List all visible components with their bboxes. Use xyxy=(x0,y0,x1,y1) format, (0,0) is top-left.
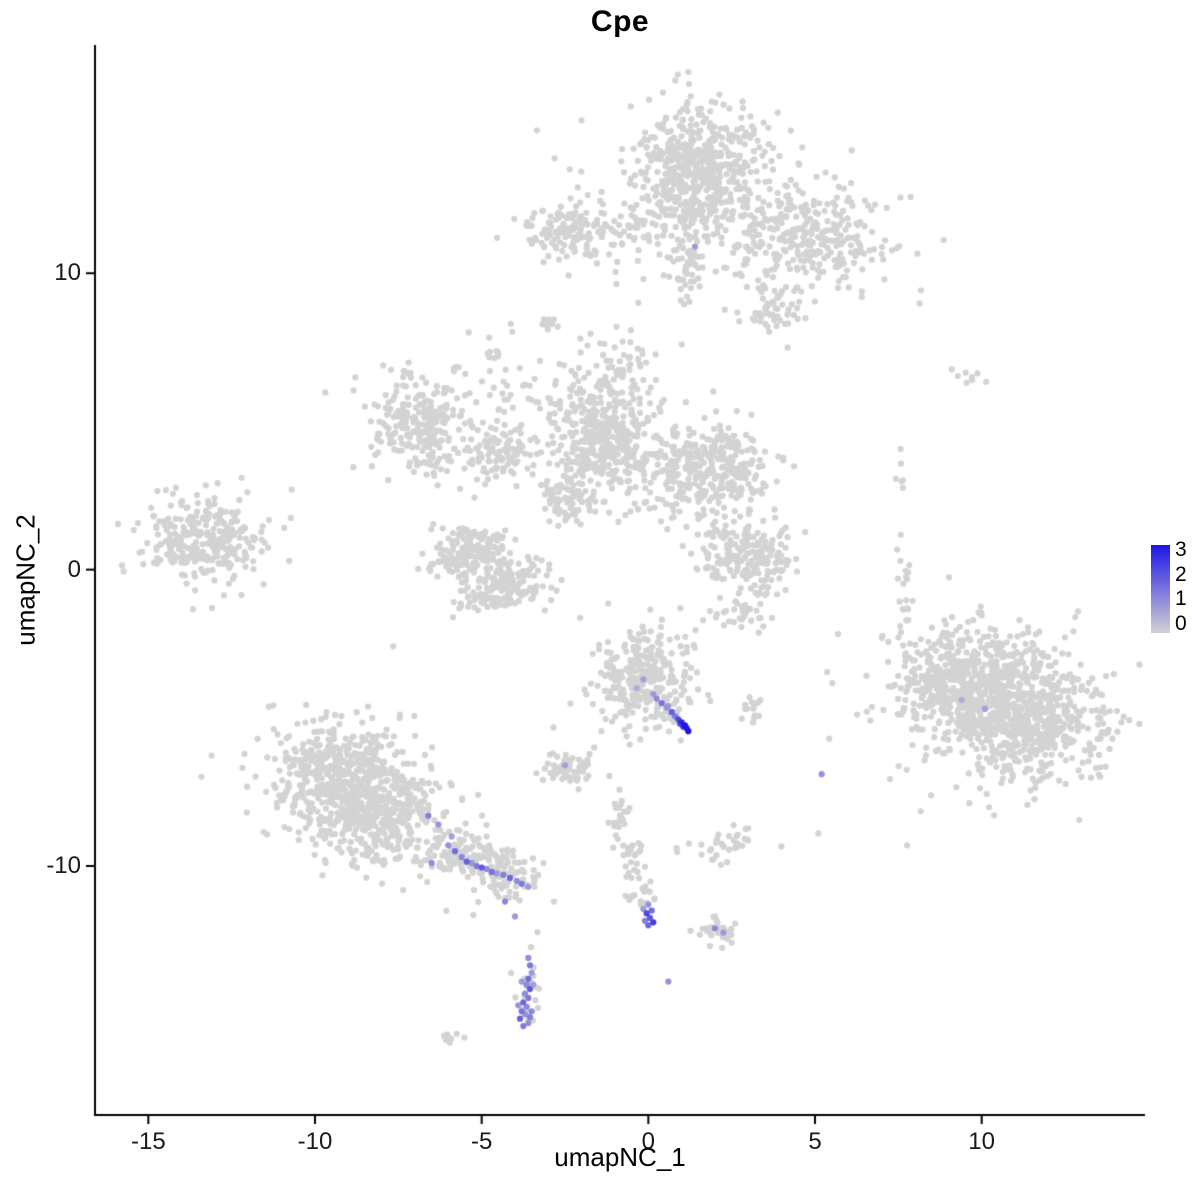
y-tick-label: -10 xyxy=(46,852,81,880)
y-axis-title: umapNC_2 xyxy=(10,514,41,646)
x-tick-label: -5 xyxy=(470,1128,493,1155)
y-tick-label: 10 xyxy=(54,259,81,287)
x-tick-label: 5 xyxy=(808,1128,822,1155)
legend-value-label: 1 xyxy=(1175,587,1187,610)
x-tick-label: 0 xyxy=(641,1128,656,1155)
plot-title: Cpe xyxy=(590,5,650,38)
y-tick-label: 0 xyxy=(67,555,81,583)
x-axis-title: umapNC_1 xyxy=(554,1142,686,1172)
x-tick-label: -10 xyxy=(297,1128,333,1155)
legend-gradient-bar xyxy=(1151,545,1170,633)
x-tick-label: 10 xyxy=(968,1128,996,1155)
legend-value-label: 0 xyxy=(1175,611,1187,635)
legend-value-label: 3 xyxy=(1175,538,1187,561)
x-tick-label: -15 xyxy=(130,1128,166,1155)
legend-value-label: 2 xyxy=(1175,562,1187,586)
